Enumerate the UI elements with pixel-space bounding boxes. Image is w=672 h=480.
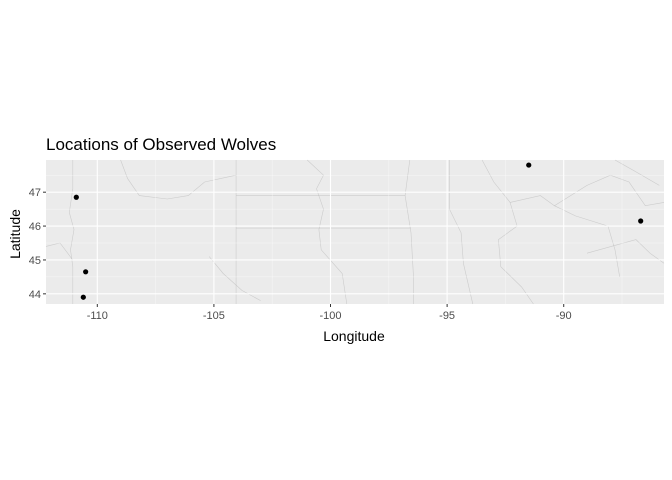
- data-point: [526, 162, 532, 168]
- x-tick-label: -95: [439, 310, 455, 322]
- y-axis-title: Latitude: [7, 209, 23, 259]
- basemap-line-5: [306, 159, 348, 305]
- x-tick-label: -90: [556, 310, 572, 322]
- data-point: [638, 218, 644, 224]
- y-tick-label: 46: [29, 221, 41, 233]
- y-axis: 44 45 46 47: [29, 187, 46, 301]
- plot-panel: [46, 160, 664, 304]
- basemap-line-8: [554, 174, 665, 207]
- chart-title: Locations of Observed Wolves: [46, 135, 276, 154]
- grid-major: [46, 160, 664, 304]
- grid-minor: [46, 160, 664, 304]
- x-axis: -110 -105 -100 -95 -90: [87, 304, 572, 322]
- data-point: [80, 294, 86, 300]
- basemap-line-10: [586, 239, 665, 264]
- data-point: [73, 194, 79, 200]
- basemap-line-14: [208, 256, 261, 301]
- y-tick-label: 47: [29, 187, 41, 199]
- basemap-line-13: [120, 159, 237, 200]
- x-tick-label: -100: [319, 310, 341, 322]
- basemap-line-7: [510, 195, 620, 277]
- x-axis-title: Longitude: [323, 328, 385, 344]
- data-points: [73, 162, 644, 300]
- data-point: [83, 269, 89, 275]
- x-tick-label: -105: [203, 310, 225, 322]
- basemap-line-0: [68, 160, 75, 304]
- y-tick-label: 44: [29, 289, 41, 301]
- y-tick-label: 45: [29, 255, 41, 267]
- basemap-line-2: [404, 159, 414, 304]
- x-tick-label: -110: [87, 310, 108, 322]
- basemap-line-9: [481, 159, 511, 203]
- basemap-line-6: [498, 202, 534, 305]
